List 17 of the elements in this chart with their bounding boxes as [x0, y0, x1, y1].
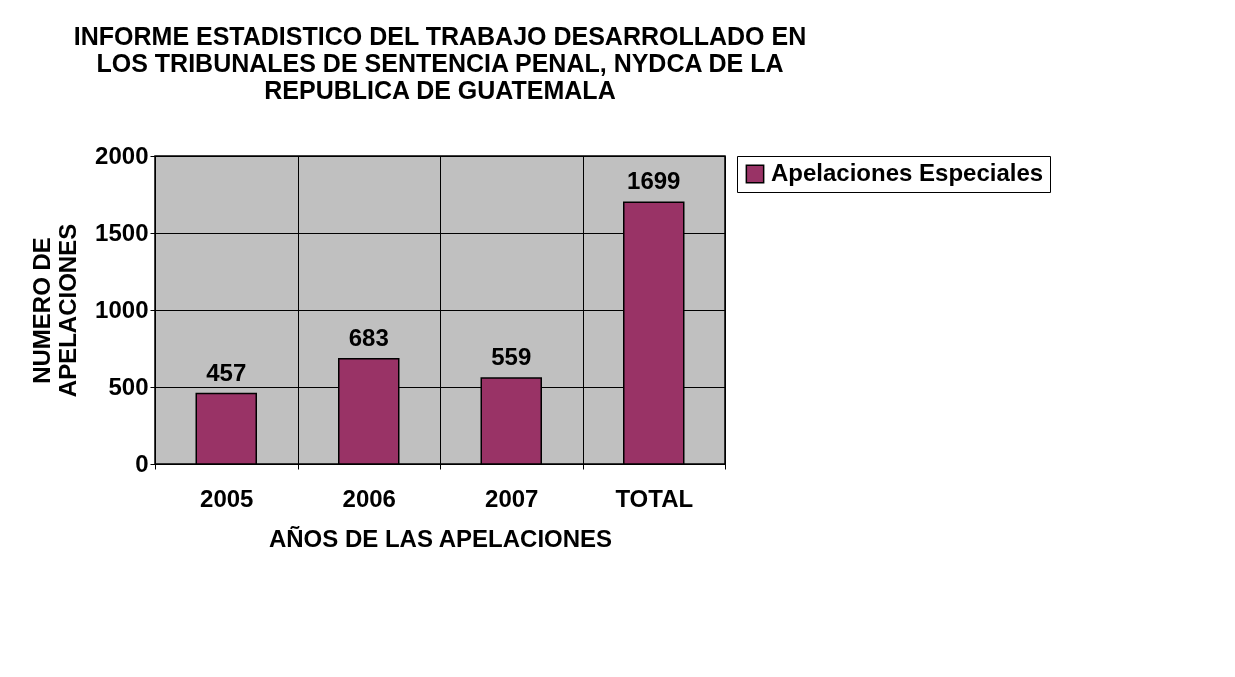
y-tick-label: 2000	[95, 141, 149, 169]
data-label: 457	[206, 358, 247, 386]
y-tick-label: 500	[108, 372, 149, 400]
legend-label: Apelaciones Especiales	[771, 159, 1044, 186]
x-tick-label: 2006	[342, 484, 396, 512]
data-label: 683	[348, 323, 389, 351]
y-axis-title: NUMERO DE APELACIONES	[28, 223, 82, 398]
y-tick-label: 1500	[95, 218, 149, 246]
y-tick-label: 1000	[95, 295, 149, 323]
chart-title: INFORME ESTADISTICO DEL TRABAJO DESARROLLADO EN LOS TRIBUNALES DE SENTENCIA PENAL, NYDCA DE LA REPUBLICA DE GUATEMALA	[73, 22, 807, 104]
x-axis-title: AÑOS DE LAS APELACIONES	[268, 524, 613, 552]
y-tick-label: 0	[135, 449, 149, 477]
data-label: 559	[491, 342, 532, 370]
data-label: 1699	[627, 167, 681, 195]
x-tick-label: 2007	[485, 484, 539, 512]
x-tick-label: 2005	[200, 484, 254, 512]
x-tick-label: TOTAL	[615, 484, 694, 512]
